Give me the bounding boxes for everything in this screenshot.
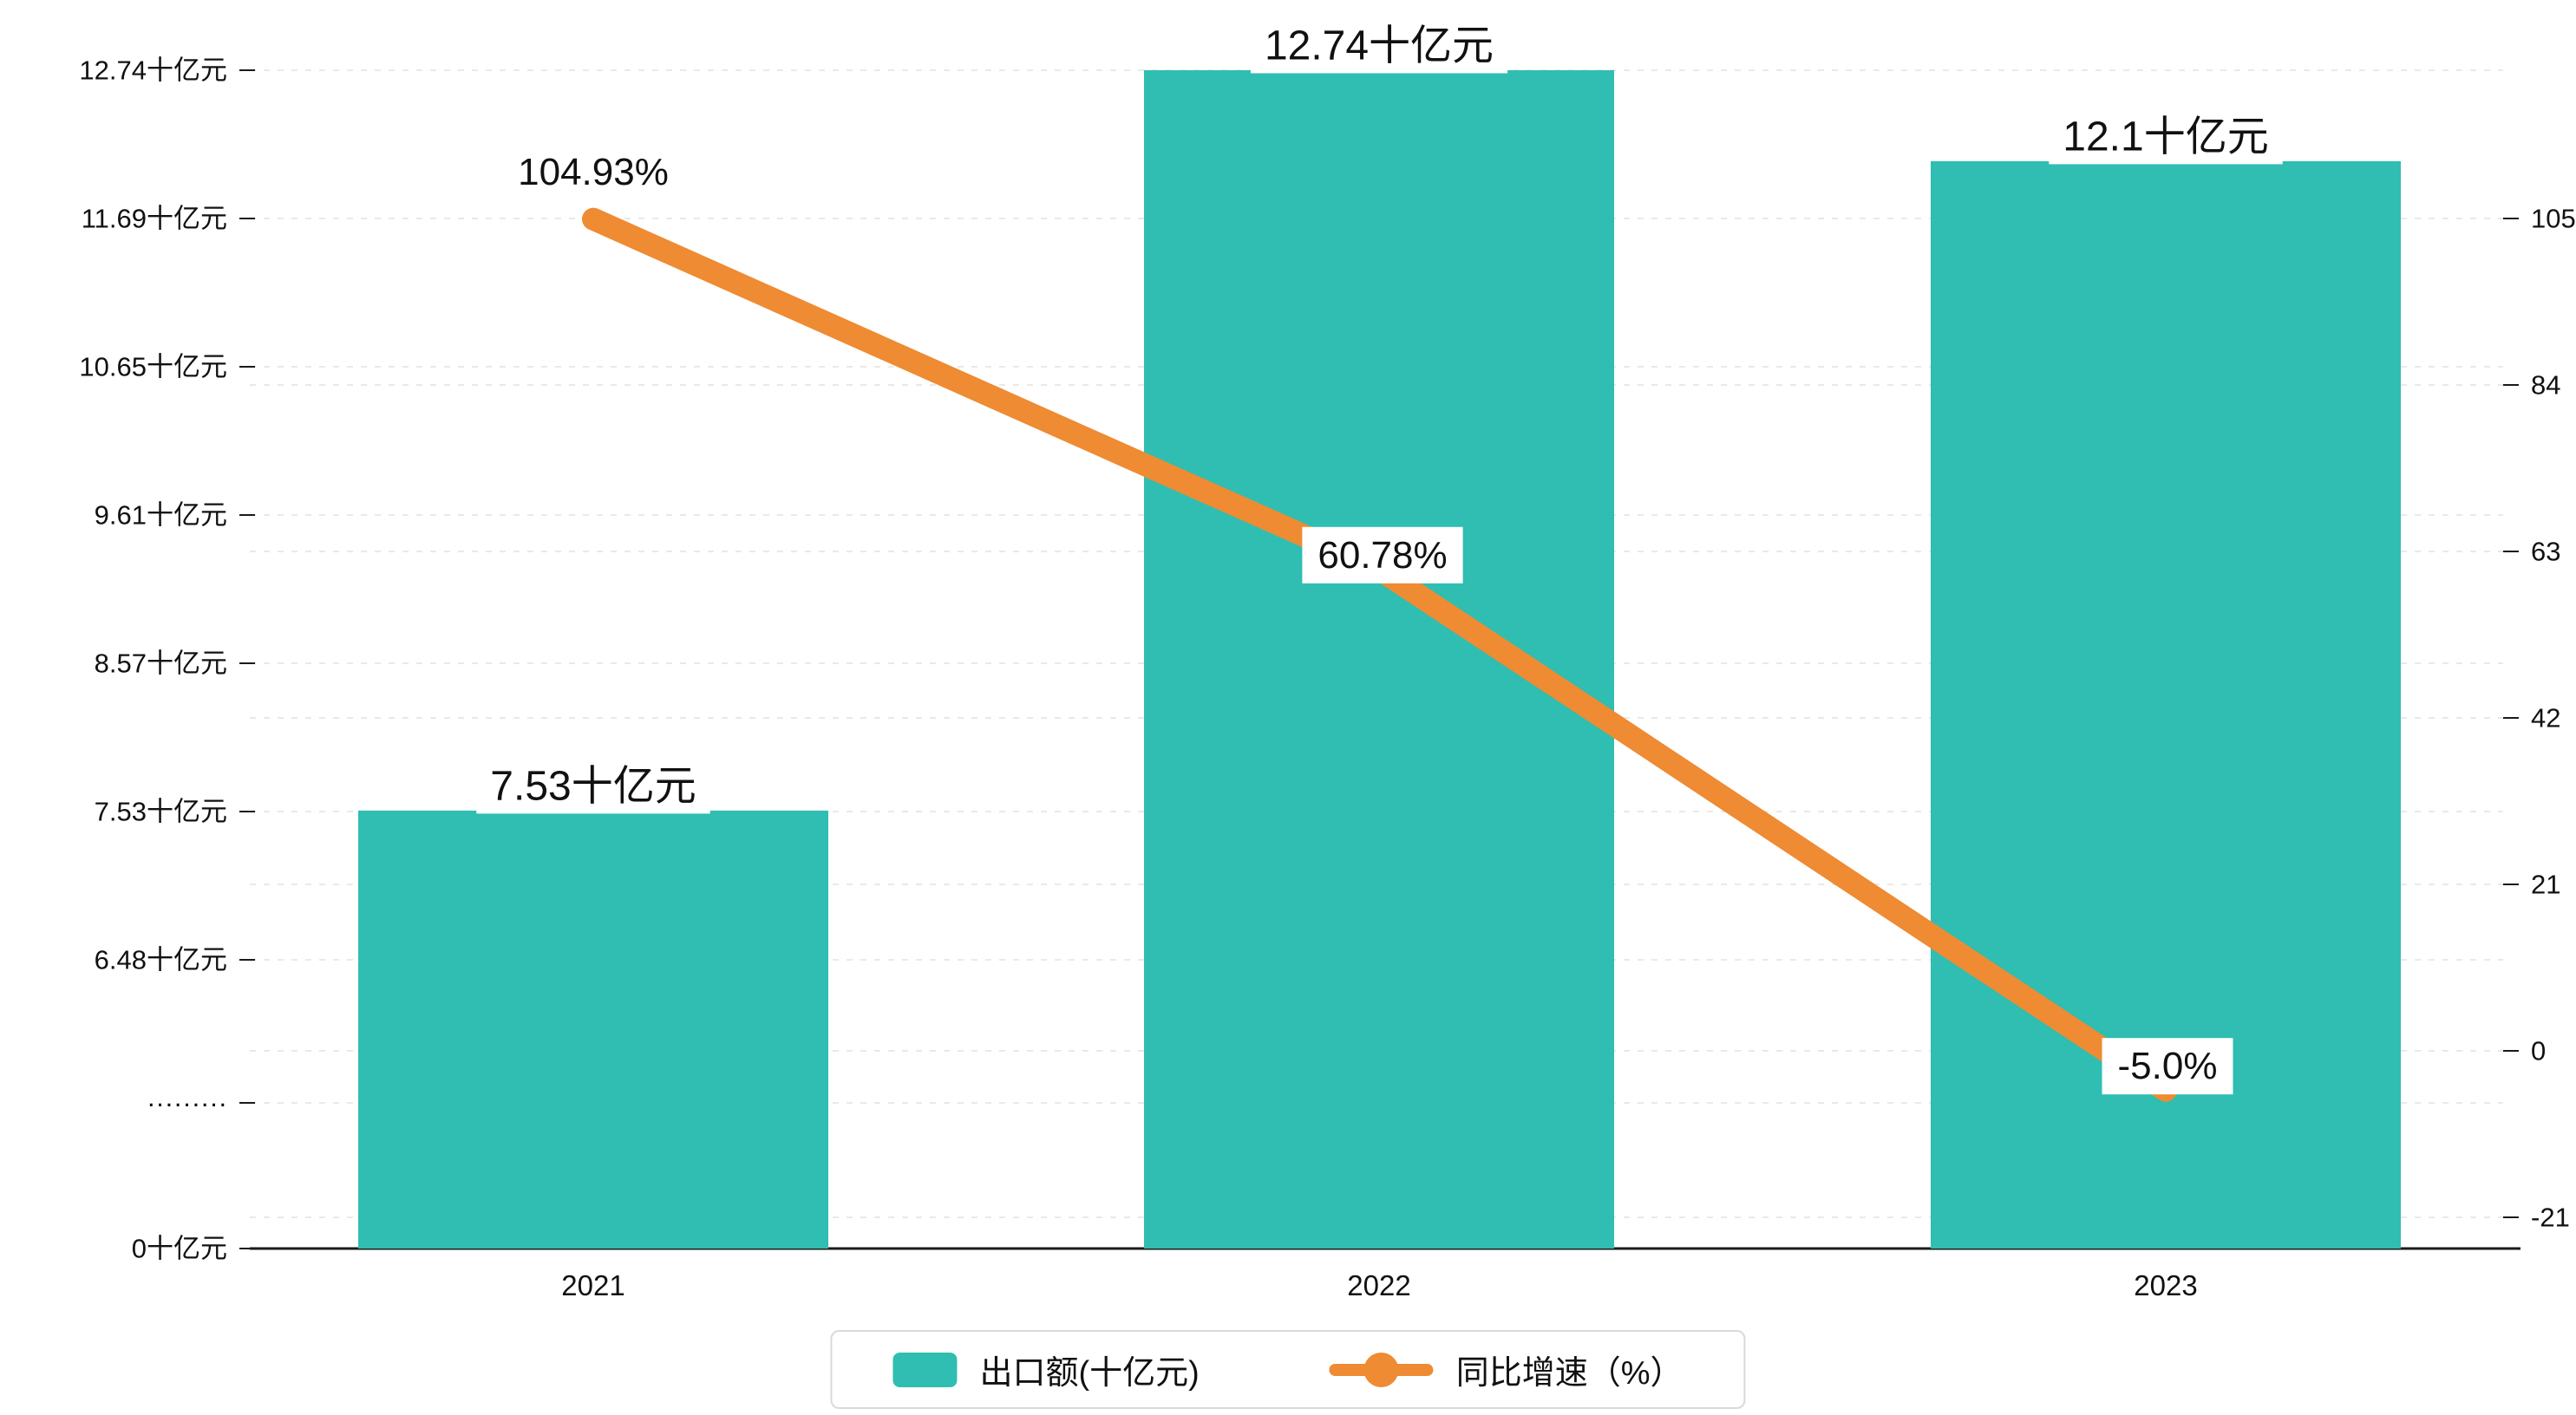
bar-value-label-bg — [476, 759, 710, 814]
line-value-label-bg — [1302, 526, 1463, 584]
left-axis-label: 9.61十亿元 — [95, 500, 227, 531]
left-axis-label: 10.65十亿元 — [79, 352, 227, 382]
right-axis-label: 63 — [2531, 537, 2560, 567]
line-value-label-bg — [2102, 1038, 2233, 1095]
bar-value-label: 12.1十亿元 — [2063, 114, 2268, 160]
legend-label-export-amount: 出口额(十亿元) — [979, 1355, 1200, 1392]
line-swatch-icon — [1329, 1352, 1434, 1387]
bar-value-label-bg — [1250, 18, 1508, 74]
legend-item-growth-rate[interactable]: 同比增速（%） — [1329, 1346, 1684, 1393]
left-axis-label: ········· — [147, 1088, 227, 1118]
left-axis-label: 6.48十亿元 — [95, 945, 227, 975]
x-axis-label-2021: 2021 — [561, 1269, 624, 1301]
left-axis-label: 7.53十亿元 — [95, 797, 227, 827]
line-value-label: 60.78% — [1317, 534, 1447, 577]
right-axis-label: 105 — [2531, 204, 2576, 234]
right-axis-label: 0 — [2531, 1036, 2546, 1066]
left-axis-label: 11.69十亿元 — [82, 204, 227, 234]
x-axis-label-2023: 2023 — [2134, 1269, 2197, 1301]
line-value-label: -5.0% — [2118, 1045, 2218, 1087]
right-axis-label: 84 — [2531, 370, 2560, 401]
legend-label-growth-rate: 同比增速（%） — [1455, 1355, 1684, 1392]
bar-value-label: 7.53十亿元 — [490, 763, 696, 809]
bar-swatch-icon — [892, 1352, 958, 1387]
right-axis-label: -21 — [2531, 1203, 2570, 1233]
line-dot-icon — [1363, 1352, 1399, 1387]
right-axis-label: 42 — [2531, 703, 2560, 734]
right-axis-label: 21 — [2531, 870, 2560, 900]
line-value-label: 104.93% — [518, 151, 669, 193]
left-axis-label: 8.57十亿元 — [95, 649, 227, 679]
left-axis-label: 0十亿元 — [132, 1234, 227, 1264]
bar-2021 — [358, 810, 828, 1249]
bar-value-label: 12.74十亿元 — [1265, 23, 1494, 68]
bar-2022 — [1144, 69, 1614, 1249]
left-axis-label: 12.74十亿元 — [79, 55, 227, 86]
bar-value-label-bg — [2049, 109, 2283, 165]
line-value-label-bg — [502, 144, 684, 201]
legend-item-export-amount[interactable]: 出口额(十亿元) — [892, 1346, 1200, 1393]
legend: 出口额(十亿元) 同比增速（%） — [830, 1330, 1746, 1409]
x-axis-label-2022: 2022 — [1347, 1269, 1410, 1301]
